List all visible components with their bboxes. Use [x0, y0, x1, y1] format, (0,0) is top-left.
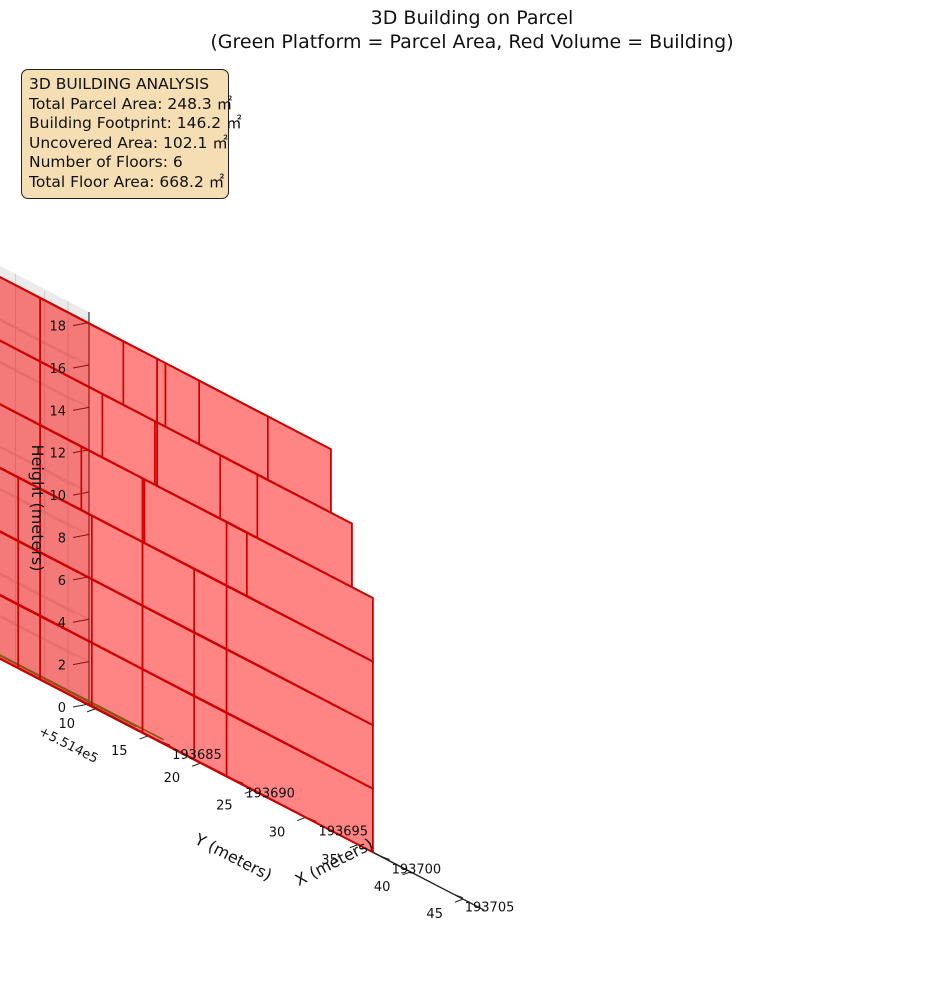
z-tick-label-4: 8: [58, 531, 66, 546]
x-tick-label-1: 193690: [245, 786, 295, 801]
y-tick-label-1: 15: [111, 744, 128, 759]
y-tick-label-5: 35: [321, 853, 338, 868]
x-tick-label-0: 193685: [172, 748, 222, 763]
x-tick-4: [454, 894, 463, 899]
x-axis-title: X (meters): [292, 834, 376, 890]
y-tick-label-2: 20: [164, 771, 181, 786]
z-tick-7: [72, 406, 90, 411]
z-tick-label-7: 14: [49, 404, 66, 419]
building-volume: [0, 275, 374, 854]
y-tick-2: [191, 762, 201, 767]
x-tick-label-4: 193705: [465, 901, 515, 916]
x-tick-label-2: 193695: [318, 824, 368, 839]
info-heading: 3D BUILDING ANALYSIS: [29, 75, 210, 93]
z-tick-label-9: 18: [49, 320, 66, 335]
floor-6: [0, 275, 332, 514]
y-tick-label-7: 45: [426, 907, 443, 922]
y-tick-6: [402, 871, 411, 876]
floor-4-wall-7: [0, 403, 41, 490]
y-axis-title: Y (meters): [191, 829, 275, 884]
info-line-floor-area: Total Floor Area: 668.2 ㎡: [29, 172, 225, 191]
z-tick-label-3: 6: [58, 574, 66, 589]
floor-2-wall-6: [0, 530, 41, 617]
y-tick-3: [244, 789, 253, 794]
chart-subtitle: (Green Platform = Parcel Area, Red Volum…: [210, 31, 734, 53]
x-tick-3: [381, 856, 390, 861]
y-tick-7: [454, 898, 464, 903]
y-tick-label-3: 25: [216, 798, 233, 813]
analysis-info-box: 3D BUILDING ANALYSIS Total Parcel Area: …: [21, 69, 242, 199]
chart-title: 3D Building on Parcel: [370, 7, 574, 29]
z-axis-title: Height (meters): [28, 445, 47, 572]
z-tick-label-5: 10: [49, 489, 66, 504]
floor-6-wall-7: [0, 276, 41, 363]
z-tick-2: [72, 618, 90, 623]
x-tick-label-3: 193700: [392, 863, 442, 878]
z-tick-1: [72, 661, 90, 666]
y-tick-1: [139, 735, 148, 740]
info-line-parcel-area: Total Parcel Area: 248.3 ㎡: [29, 94, 233, 113]
floor-5-wall-7: [0, 339, 41, 426]
z-tick-label-1: 2: [58, 659, 66, 674]
y-tick-label-4: 30: [269, 826, 286, 841]
z-tick-label-8: 16: [49, 362, 66, 377]
z-tick-8: [72, 364, 90, 369]
y-tick-label-6: 40: [374, 880, 391, 895]
floor-3-wall-6: [0, 466, 41, 553]
z-tick-label-6: 12: [49, 447, 66, 462]
floor-1-wall-6: [0, 593, 41, 680]
z-tick-4: [72, 533, 90, 538]
info-line-uncovered: Uncovered Area: 102.1 ㎡: [29, 133, 228, 152]
z-tick-label-2: 4: [58, 616, 66, 631]
info-line-floors: Number of Floors: 6: [29, 153, 183, 171]
y-tick-label-0: 10: [58, 717, 75, 732]
y-tick-5: [349, 844, 359, 849]
z-tick-label-0: 0: [58, 701, 66, 716]
floor-6-top: [0, 275, 332, 451]
y-tick-4: [297, 817, 306, 822]
y-tick-0: [86, 708, 96, 713]
info-line-footprint: Building Footprint: 146.2 ㎡: [29, 114, 242, 132]
